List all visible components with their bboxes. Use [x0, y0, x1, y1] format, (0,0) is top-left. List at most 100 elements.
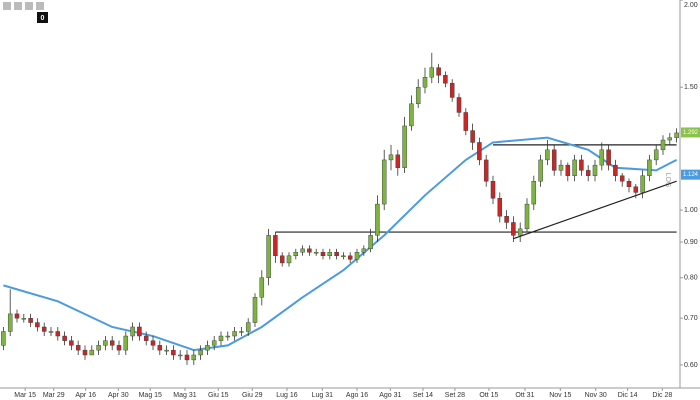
y-tick-label: 2.00	[684, 2, 698, 9]
candle-body	[205, 345, 210, 351]
candle-body	[143, 335, 149, 341]
candle-body	[395, 154, 401, 168]
candle-body	[164, 349, 169, 352]
candle-body	[592, 164, 598, 176]
trend-line	[513, 180, 677, 240]
counter-box	[37, 12, 48, 23]
candle-body	[320, 252, 326, 257]
candle-body	[456, 97, 462, 113]
candle-body	[497, 198, 503, 217]
candle-body	[381, 159, 387, 205]
tool-icon[interactable]	[25, 2, 33, 10]
candle-body	[211, 340, 217, 346]
candle-body	[14, 313, 20, 319]
candle-body	[429, 67, 435, 78]
candle-body	[619, 175, 625, 182]
candle-body	[667, 137, 673, 141]
y-tick-label: 0.70	[684, 315, 698, 322]
candle-body	[572, 159, 577, 176]
candle-body	[443, 75, 448, 84]
y-tick-label: 0.90	[684, 239, 698, 246]
candle-body	[62, 335, 67, 341]
candle-body	[259, 277, 265, 298]
candle-body	[415, 86, 421, 105]
candle-body	[150, 340, 156, 346]
candle-body	[422, 77, 428, 88]
candle-body	[273, 235, 278, 257]
candle-body	[551, 149, 557, 171]
candle-body	[361, 248, 367, 253]
candle-body	[191, 354, 197, 361]
y-tick-label: 1.50	[684, 84, 698, 91]
candle-body	[483, 159, 489, 182]
candle-body	[388, 154, 394, 161]
candle-body	[579, 159, 584, 171]
candle-body	[524, 203, 530, 230]
y-tick-label: 1.00	[684, 207, 698, 214]
candle-body	[477, 142, 482, 161]
price-tag-label: 1.292	[683, 130, 699, 136]
candle-body	[245, 322, 251, 332]
tool-icon[interactable]	[36, 2, 44, 10]
candle-body	[89, 349, 95, 356]
candle-body	[307, 248, 312, 253]
candle-body	[109, 340, 115, 346]
candle-body	[545, 149, 550, 161]
candle-body	[35, 322, 40, 328]
candle-body	[21, 317, 27, 320]
toolbar-counter: 0	[41, 15, 45, 22]
x-tick-label: Ago 31	[379, 392, 401, 399]
candle-body	[504, 216, 509, 223]
candle-body	[463, 112, 469, 131]
candle-body	[279, 255, 285, 264]
x-tick-label: Ott 15	[479, 392, 498, 399]
candle-body	[558, 164, 564, 171]
x-tick-label: Mag 31	[173, 392, 196, 399]
price-tag	[681, 169, 700, 180]
x-tick-label: Mar 29	[43, 392, 65, 399]
candle-body	[41, 326, 47, 332]
candle-body	[565, 164, 571, 176]
candle-body	[402, 125, 407, 168]
candle-body	[640, 175, 645, 193]
tool-icon[interactable]	[3, 2, 11, 10]
price-tag-label: 1.124	[683, 172, 699, 178]
x-tick-label: Mar 15	[14, 392, 36, 399]
candle-body	[511, 222, 516, 236]
candle-body	[660, 139, 666, 151]
candle-body	[490, 181, 496, 199]
candle-body	[252, 297, 258, 323]
candle-body	[354, 252, 360, 260]
candle-body	[1, 331, 6, 346]
candle-body	[286, 255, 292, 264]
candle-body	[266, 235, 271, 278]
candle-body	[647, 159, 652, 176]
candle-body	[225, 335, 231, 338]
candle-body	[28, 317, 33, 323]
candle-body	[232, 331, 237, 337]
candle-body	[606, 149, 611, 166]
candle-body	[75, 345, 81, 351]
candle-body	[82, 349, 88, 356]
x-tick-label: Mag 15	[139, 392, 162, 399]
x-tick-label: Set 28	[445, 392, 465, 399]
tool-icon[interactable]	[14, 2, 22, 10]
x-tick-label: Lug 16	[276, 392, 298, 399]
x-tick-label: Giu 29	[242, 392, 263, 399]
candle-body	[55, 331, 61, 337]
candle-body	[103, 340, 108, 346]
x-tick-label: Ago 16	[346, 392, 368, 399]
candle-body	[327, 252, 333, 257]
candle-body	[613, 164, 618, 176]
candle-body	[517, 228, 523, 236]
candle-body	[368, 235, 373, 250]
toolbar: 0	[3, 2, 48, 23]
candle-body	[69, 340, 74, 346]
candle-body	[313, 252, 319, 254]
candle-body	[184, 354, 190, 361]
x-tick-label: Ott 31	[515, 392, 534, 399]
candle-body	[300, 248, 305, 253]
x-tick-label: Dic 28	[652, 392, 672, 399]
candle-body	[137, 326, 142, 337]
